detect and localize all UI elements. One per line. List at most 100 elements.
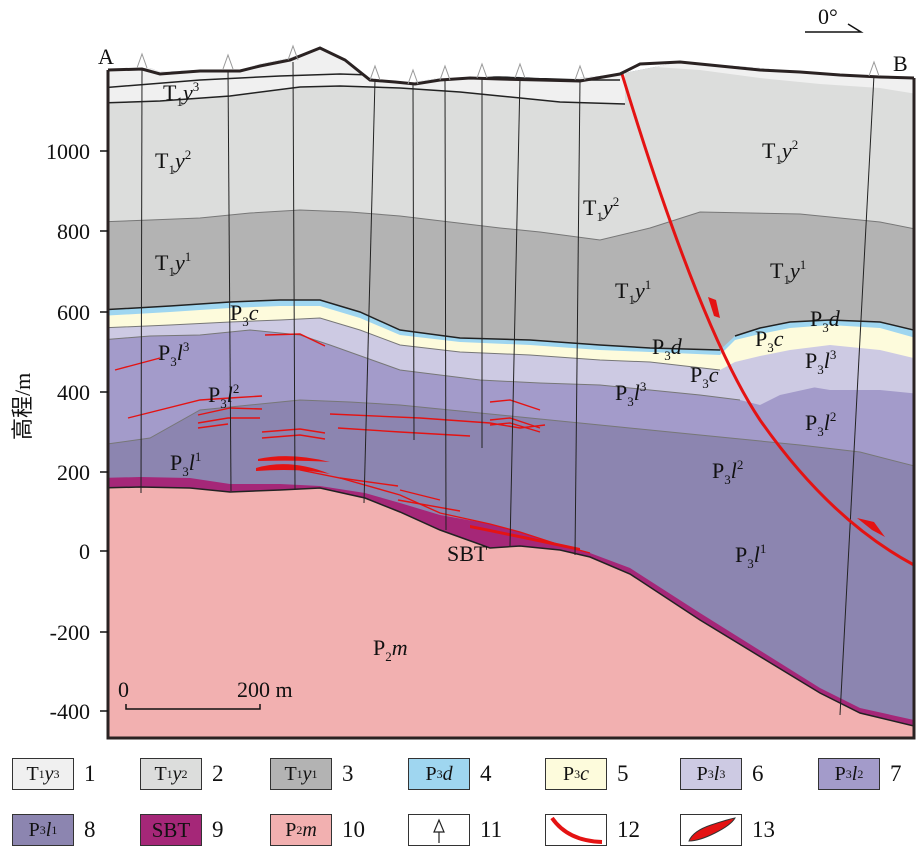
borehole-line — [292, 61, 296, 490]
strata — [108, 48, 914, 738]
unit-label-P3l1: P3l1 — [735, 541, 766, 571]
ore-vein — [264, 333, 326, 347]
ore-lenses — [256, 456, 580, 551]
borehole-marker-icon — [574, 64, 586, 81]
unit-label-P3l3: P3l3 — [615, 379, 646, 409]
borehole-line — [444, 79, 447, 531]
borehole-marker-icon — [222, 53, 234, 70]
ore-vein — [261, 428, 326, 434]
legend-number: 7 — [890, 761, 902, 786]
borehole-marker-icon — [476, 62, 488, 79]
scale-bar-start: 0 — [118, 677, 129, 702]
legend-item-12: 12 — [545, 814, 640, 846]
point-b-label: B — [893, 51, 908, 76]
unit-label-P2m: P2m — [373, 635, 408, 664]
legend-number: 2 — [212, 761, 224, 786]
ore-lens — [258, 456, 330, 462]
borehole-line — [574, 79, 581, 556]
borehole-line — [509, 77, 521, 547]
orebody-icon — [680, 814, 742, 846]
ore-vein — [337, 427, 471, 437]
unit-label-P3d: P3d — [810, 306, 841, 335]
borehole-marker-icon — [287, 44, 299, 61]
unit-label-P3l2: P3l2 — [208, 381, 239, 411]
legend-item-13: 13 — [680, 814, 775, 846]
ore-vein — [197, 423, 229, 429]
ore-vein — [127, 395, 263, 419]
boreholes — [140, 61, 875, 716]
legend-number: 11 — [480, 817, 503, 842]
y-axis: 1000 800 600 400 200 0 -200 -400 高程/m — [10, 139, 108, 724]
legend-number: 1 — [84, 761, 96, 786]
unit-label-P3l3: P3l3 — [158, 339, 189, 369]
borehole-line — [227, 69, 232, 492]
unit-label-T1y3: T1y3 — [163, 79, 199, 109]
legend-item-9: SBT 9 — [140, 814, 224, 846]
y-axis-title: 高程/m — [10, 373, 35, 440]
ore-vein — [489, 422, 541, 433]
borehole-line — [140, 69, 143, 494]
ore-lens — [256, 464, 330, 474]
borehole-line — [839, 74, 875, 716]
orientation-icon — [805, 23, 864, 33]
legend-number: 3 — [342, 761, 354, 786]
unit-label-P3l2: P3l2 — [805, 409, 836, 439]
section-frame — [106, 70, 916, 740]
fault-arrow-up — [708, 297, 720, 318]
scale-bar — [125, 704, 261, 710]
ore-vein — [397, 499, 461, 512]
borehole-marker-icon — [868, 60, 880, 77]
borehole-marker-icon — [136, 52, 148, 69]
y-tick-label: 200 — [57, 460, 90, 485]
borehole-marker-icon — [369, 64, 381, 81]
ore-vein — [329, 413, 546, 429]
y-tick-label: 0 — [79, 539, 90, 564]
legend-number: 8 — [84, 817, 96, 842]
cross-section: A B 0° 1000 800 600 400 200 0 -200 -400 … — [10, 4, 916, 740]
legend-number: 10 — [342, 817, 365, 842]
borehole-marker-icon — [439, 64, 451, 81]
y-tick-label: 1000 — [46, 139, 90, 164]
y-tick-label: 600 — [57, 300, 90, 325]
unit-label-SBT: SBT — [447, 541, 488, 566]
unit-label-T1y1: T1y1 — [770, 257, 806, 287]
legend-number: 5 — [617, 761, 629, 786]
contacts — [108, 209, 914, 471]
y-tick-label: 400 — [57, 380, 90, 405]
fault-arrow-down — [857, 518, 885, 537]
unit-label-P3d: P3d — [652, 334, 683, 363]
y-tick-label: -400 — [50, 699, 90, 724]
ore-vein — [114, 357, 161, 371]
legend-swatch-SBT: SBT — [140, 814, 202, 846]
unit-label-P3c: P3c — [690, 362, 719, 391]
unit-label-T1y2: T1y2 — [155, 147, 191, 177]
ore-vein — [489, 399, 541, 411]
unit-label-T1y2: T1y2 — [583, 194, 619, 224]
legend-number: 13 — [752, 817, 775, 842]
borehole-marker-icon — [407, 68, 419, 85]
borehole-line — [363, 79, 376, 504]
unit-label-P3c: P3c — [230, 300, 259, 329]
orientation-label: 0° — [818, 4, 838, 29]
legend-number: 12 — [617, 817, 640, 842]
borehole-line — [412, 83, 415, 441]
legend: T 1 y 3 1 T 1 y 2 2 T 1 y 1 3 P 3 d 4 P 3 c 5 P 3 l 3 6 P 3 l 2 7 P 3 l 1 8 SB… — [0, 752, 921, 865]
ore-vein — [261, 434, 326, 440]
unit-labels: T1y3T1y2T1y2T1y2T1y1T1y1T1y1P3dP3dP3cP3c… — [155, 79, 841, 664]
